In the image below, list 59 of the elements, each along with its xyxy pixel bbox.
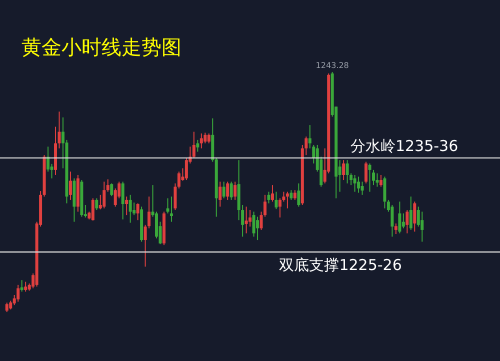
candlestick	[346, 160, 349, 184]
candlestick	[200, 132, 203, 149]
candlestick	[106, 178, 110, 192]
candlestick	[226, 181, 230, 200]
candlestick	[413, 201, 416, 232]
candlestick	[409, 196, 412, 230]
candlestick	[46, 146, 50, 172]
candlestick	[267, 191, 270, 204]
candlestick	[406, 210, 409, 234]
candlestick	[222, 181, 226, 199]
candlestick	[342, 160, 346, 181]
annotation: 1243.28	[316, 61, 349, 70]
candlestick	[353, 174, 356, 192]
ref-line-label: 分水岭1235-36	[350, 136, 458, 155]
candlestick	[364, 161, 368, 184]
candlestick	[293, 190, 296, 200]
candlestick	[136, 202, 140, 221]
candlestick	[270, 184, 274, 202]
candlestick	[379, 174, 382, 188]
candlestick	[297, 182, 300, 208]
candlestick	[24, 281, 28, 292]
candlestick	[121, 181, 124, 220]
candlestick	[368, 162, 372, 192]
candlestick	[252, 211, 256, 238]
candlestick	[402, 212, 405, 229]
candlestick	[102, 181, 106, 209]
candlestick	[390, 204, 394, 238]
candlestick	[16, 284, 20, 302]
candlestick	[274, 191, 278, 210]
candlestick	[360, 181, 364, 196]
candlestick	[218, 181, 222, 208]
candlestick	[20, 280, 24, 292]
candlestick	[91, 198, 94, 222]
candlestick	[244, 206, 248, 234]
candlestick	[110, 182, 114, 197]
chart-title: 黄金小时线走势图	[21, 35, 182, 59]
candlestick	[125, 196, 128, 216]
candlestick	[286, 191, 289, 209]
candlestick	[166, 198, 170, 214]
candlestick	[196, 139, 200, 152]
candlestick	[376, 172, 379, 188]
candlestick	[383, 176, 386, 209]
candlestick	[207, 132, 210, 144]
candlestick	[5, 302, 8, 313]
candlestick	[234, 181, 237, 200]
candlestick	[192, 131, 196, 159]
candlestick	[398, 201, 402, 234]
candlestick	[68, 171, 72, 200]
ref-line-label: 双底支撑1225-26	[279, 256, 402, 274]
candlestick	[128, 194, 132, 224]
candlestick	[290, 190, 293, 200]
candlestick	[95, 198, 98, 211]
candlestick	[357, 176, 360, 194]
candlestick	[256, 216, 260, 241]
candlestick	[230, 181, 233, 200]
candlestick	[177, 171, 180, 189]
candlestick	[170, 196, 173, 222]
candlestick	[394, 222, 398, 235]
candlestick	[174, 182, 177, 211]
